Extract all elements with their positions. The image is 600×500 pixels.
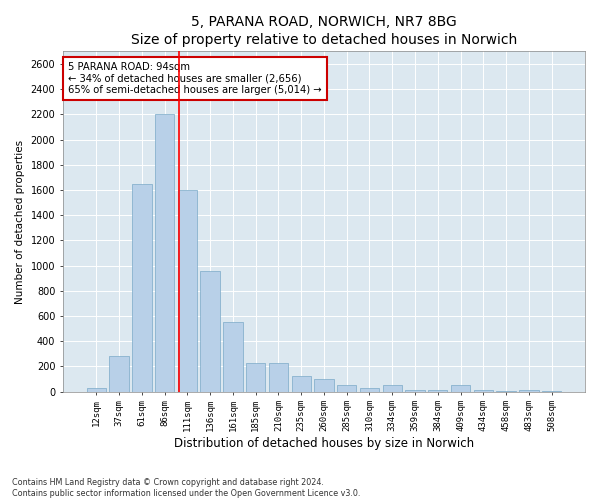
Y-axis label: Number of detached properties: Number of detached properties [15, 140, 25, 304]
Bar [246, 362, 265, 392]
Bar [155, 114, 175, 392]
Bar [473, 390, 493, 392]
Bar [360, 388, 379, 392]
Bar [178, 190, 197, 392]
Bar [519, 390, 539, 392]
Bar [496, 391, 516, 392]
Bar [406, 390, 425, 392]
Bar [428, 390, 448, 392]
Bar [337, 384, 356, 392]
Bar [292, 376, 311, 392]
Text: 5 PARANA ROAD: 94sqm
← 34% of detached houses are smaller (2,656)
65% of semi-de: 5 PARANA ROAD: 94sqm ← 34% of detached h… [68, 62, 322, 95]
Text: Contains HM Land Registry data © Crown copyright and database right 2024.
Contai: Contains HM Land Registry data © Crown c… [12, 478, 361, 498]
Bar [86, 388, 106, 392]
X-axis label: Distribution of detached houses by size in Norwich: Distribution of detached houses by size … [174, 437, 474, 450]
Bar [200, 270, 220, 392]
Bar [314, 379, 334, 392]
Bar [269, 362, 288, 392]
Bar [109, 356, 129, 392]
Bar [383, 384, 402, 392]
Bar [451, 386, 470, 392]
Bar [542, 391, 561, 392]
Bar [223, 322, 242, 392]
Title: 5, PARANA ROAD, NORWICH, NR7 8BG
Size of property relative to detached houses in: 5, PARANA ROAD, NORWICH, NR7 8BG Size of… [131, 15, 517, 48]
Bar [132, 184, 152, 392]
